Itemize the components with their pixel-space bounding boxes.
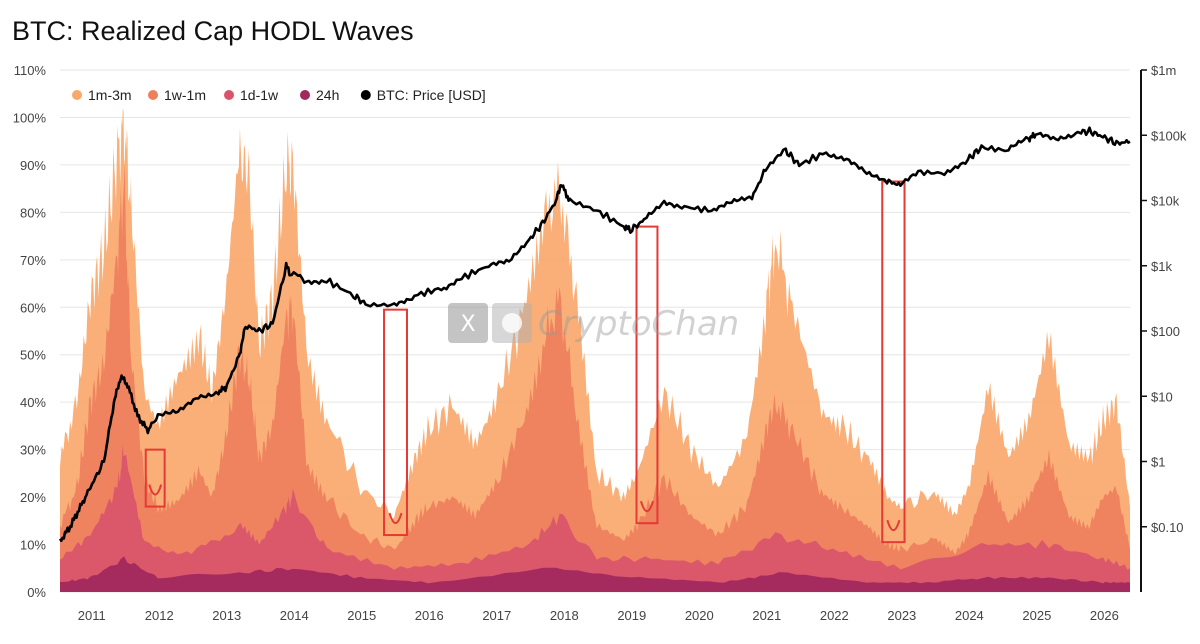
y-right-tick-label: $100	[1151, 324, 1180, 339]
y-right-tick-label: $10k	[1151, 194, 1180, 209]
watermark-logo-icon: X	[448, 303, 532, 343]
y-left-tick-label: 0%	[27, 585, 46, 600]
y-right-tick-label: $100k	[1151, 128, 1187, 143]
bottom-mark	[388, 512, 403, 525]
x-tick-label: 2024	[955, 608, 984, 623]
x-tick-label: 2014	[280, 608, 309, 623]
y-right-tick-label: $1	[1151, 455, 1165, 470]
y-left-tick-label: 40%	[20, 395, 46, 410]
x-tick-label: 2022	[820, 608, 849, 623]
y-left-tick-label: 10%	[20, 538, 46, 553]
y-left-tick-label: 60%	[20, 300, 46, 315]
band-1m-3m	[60, 108, 1130, 593]
bottom-mark	[148, 484, 163, 496]
bottom-mark	[886, 519, 901, 532]
chart-title: BTC: Realized Cap HODL Waves	[12, 16, 414, 46]
x-tick-label: 2015	[347, 608, 376, 623]
x-tick-label: 2012	[145, 608, 174, 623]
y-left-tick-label: 100%	[13, 110, 47, 125]
x-tick-label: 2013	[212, 608, 241, 623]
x-tick-label: 2019	[617, 608, 646, 623]
legend-label: 1w-1m	[164, 87, 206, 103]
x-tick-label: 2021	[752, 608, 781, 623]
price-line-layer	[58, 126, 1131, 543]
hodl-wave-bands	[60, 108, 1130, 593]
legend-item: 1m-3m	[72, 87, 132, 103]
btc-price-line	[58, 126, 1131, 543]
legend-label: BTC: Price [USD]	[377, 87, 486, 103]
band-24h	[60, 556, 1130, 592]
y-left-tick-label: 30%	[20, 443, 46, 458]
y-left-tick-label: 70%	[20, 253, 46, 268]
y-left-tick-label: 20%	[20, 490, 46, 505]
x-tick-label: 2023	[887, 608, 916, 623]
legend-item: 24h	[300, 87, 339, 103]
legend-dot	[224, 90, 234, 100]
y-right-tick-label: $10	[1151, 389, 1173, 404]
legend-label: 24h	[316, 87, 339, 103]
legend: 1m-3m 1w-1m 1d-1w 24h BTC: Price [USD]	[72, 87, 486, 103]
x-tick-label: 2011	[78, 608, 106, 623]
legend-item: 1w-1m	[148, 87, 206, 103]
legend-label: 1m-3m	[88, 87, 132, 103]
x-tick-label: 2016	[415, 608, 444, 623]
y-right-tick-label: $1m	[1151, 63, 1176, 78]
bottom-mark	[640, 500, 654, 513]
legend-dot	[360, 90, 371, 100]
y-left-tick-label: 90%	[20, 158, 46, 173]
x-tick-label: 2026	[1090, 608, 1119, 623]
svg-text:X: X	[460, 312, 475, 337]
legend-label: 1d-1w	[240, 87, 279, 103]
highlight-box	[144, 448, 166, 508]
highlight-box	[383, 308, 408, 537]
axes: 0% 10% 20% 30% 40% 50% 60% 70% 80% 90% 100% 110% $0.…	[13, 63, 1187, 623]
highlight-box	[881, 180, 906, 544]
y-left-tick-label: 110%	[14, 63, 47, 78]
x-tick-label: 2017	[482, 608, 511, 623]
y-left-tick-label: 50%	[20, 348, 46, 363]
legend-dot	[300, 90, 310, 100]
highlight-box	[635, 225, 659, 525]
x-tick-label: 2020	[685, 608, 714, 623]
legend-dot	[148, 90, 158, 100]
x-tick-label: 2025	[1022, 608, 1051, 623]
y-right-tick-label: $1k	[1151, 259, 1172, 274]
watermark-text: CryptoChan	[538, 304, 739, 344]
y-right-tick-label: $0.10	[1151, 520, 1184, 535]
x-tick-label: 2018	[550, 608, 579, 623]
y-left-tick-label: 80%	[20, 205, 46, 220]
highlight-boxes	[144, 180, 906, 544]
legend-item: BTC: Price [USD]	[360, 87, 486, 103]
legend-dot	[72, 90, 82, 100]
legend-item: 1d-1w	[224, 87, 279, 103]
band-1d-1w	[60, 444, 1130, 592]
watermark: X CryptoChan	[448, 303, 739, 344]
